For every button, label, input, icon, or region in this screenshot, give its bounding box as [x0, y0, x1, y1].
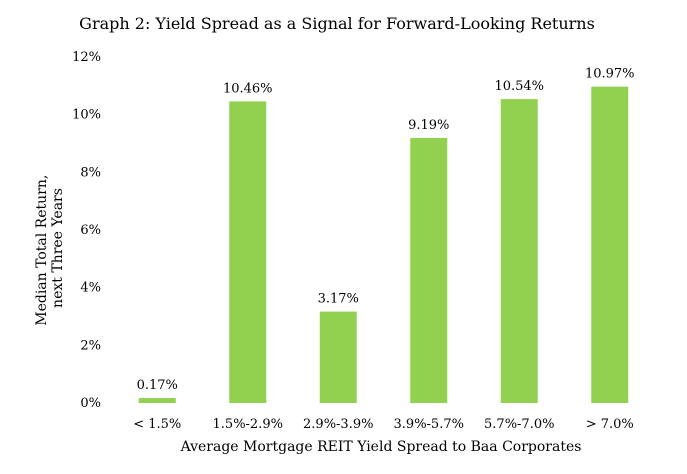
y-tick-label: 4% — [80, 281, 101, 296]
chart-title: Graph 2: Yield Spread as a Signal for Fo… — [79, 14, 595, 33]
x-tick-label: 3.9%-5.7% — [394, 417, 464, 432]
bar — [500, 99, 538, 403]
y-tick-label: 8% — [80, 165, 101, 180]
bar — [319, 311, 357, 403]
y-axis-label-line: Median Total Return, — [34, 175, 50, 326]
bar — [138, 398, 176, 403]
y-tick-label: 2% — [80, 338, 101, 353]
bars — [138, 86, 629, 404]
y-axis-label: Median Total Return, next Three Years — [34, 170, 66, 326]
x-tick-label: 2.9%-3.9% — [303, 417, 373, 432]
x-axis-label: Average Mortgage REIT Yield Spread to Ba… — [180, 439, 582, 455]
x-axis-ticks: < 1.5% 1.5%-2.9% 2.9%-3.9% 3.9%-5.7% 5.7%-7.… — [133, 417, 634, 432]
y-tick-label: 12% — [72, 50, 101, 65]
bar-data-label: 3.17% — [318, 292, 359, 307]
y-tick-label: 0% — [80, 396, 101, 411]
bar — [591, 86, 629, 403]
bar-data-label: 10.97% — [585, 67, 635, 82]
bar-data-label: 10.54% — [494, 79, 544, 94]
bar — [410, 138, 448, 403]
y-tick-label: 6% — [80, 223, 101, 238]
y-axis-ticks: 0% 2% 4% 6% 8% 10% 12% — [72, 50, 101, 411]
y-tick-label: 10% — [72, 108, 101, 123]
bar-data-label: 9.19% — [408, 118, 449, 133]
data-labels: 0.17% 10.46% 3.17% 9.19% 10.54% 10.97% — [137, 67, 635, 393]
x-tick-label: 1.5%-2.9% — [213, 417, 283, 432]
bar-data-label: 0.17% — [137, 378, 178, 393]
y-axis-label-line: next Three Years — [50, 188, 66, 308]
x-tick-label: 5.7%-7.0% — [484, 417, 554, 432]
bar-data-label: 10.46% — [223, 81, 273, 96]
x-tick-label: > 7.0% — [586, 417, 634, 432]
x-tick-label: < 1.5% — [133, 417, 181, 432]
bar — [229, 101, 267, 404]
